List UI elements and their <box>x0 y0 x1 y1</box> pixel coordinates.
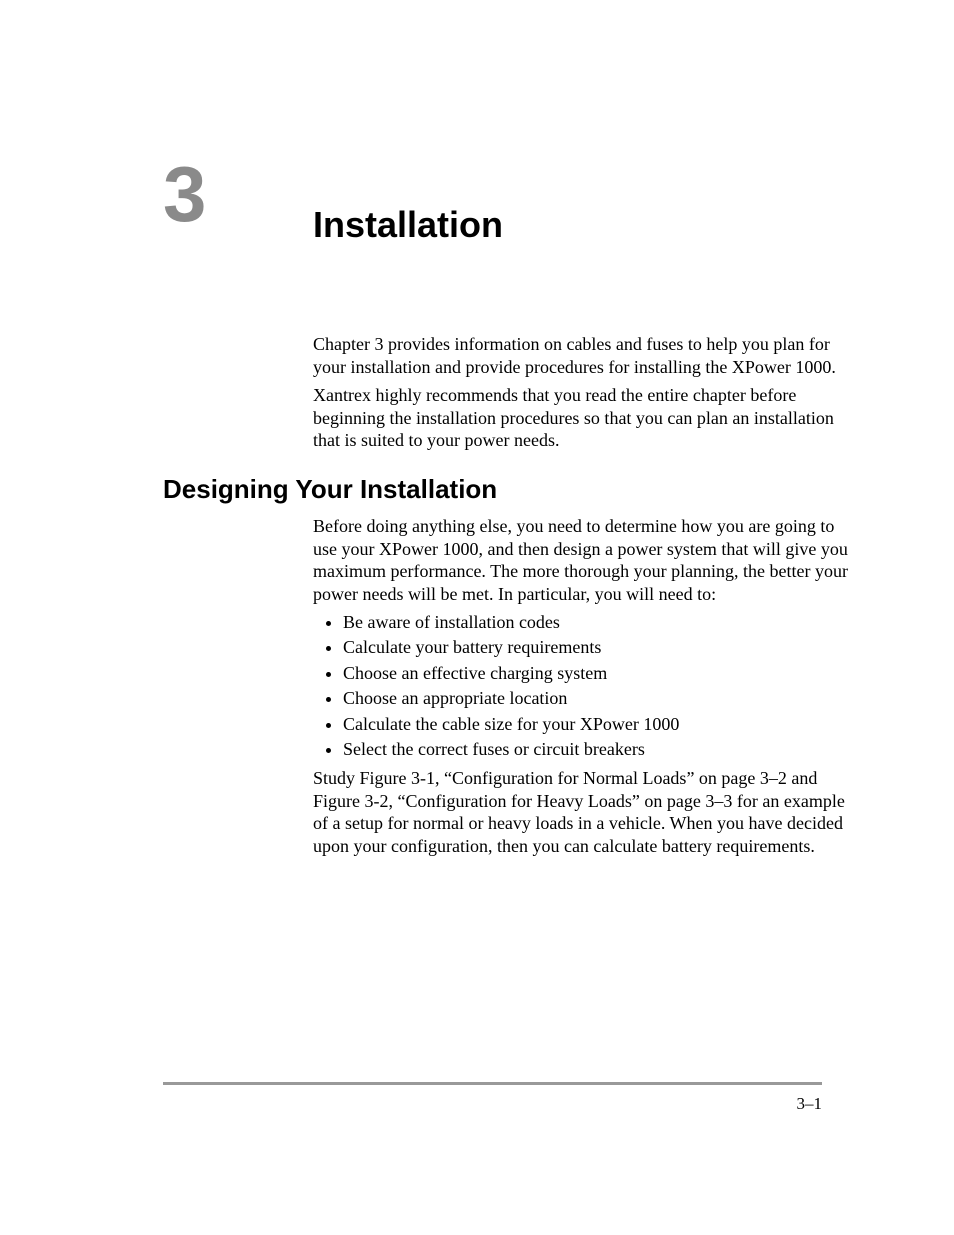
intro-paragraph-1: Chapter 3 provides information on cables… <box>313 333 853 378</box>
section-bullet-list: Be aware of installation codes Calculate… <box>313 611 853 761</box>
chapter-intro: Chapter 3 provides information on cables… <box>313 333 853 458</box>
page: 3 Installation Chapter 3 provides inform… <box>0 0 954 1235</box>
intro-paragraph-2: Xantrex highly recommends that you read … <box>313 384 853 452</box>
list-item: Select the correct fuses or circuit brea… <box>343 738 853 761</box>
page-number: 3–1 <box>797 1094 823 1114</box>
chapter-title: Installation <box>313 204 503 246</box>
chapter-number: 3 <box>163 155 206 233</box>
list-item: Calculate your battery requirements <box>343 636 853 659</box>
section-body: Before doing anything else, you need to … <box>313 515 853 863</box>
list-item: Calculate the cable size for your XPower… <box>343 713 853 736</box>
list-item: Be aware of installation codes <box>343 611 853 634</box>
section-trailing-paragraph: Study Figure 3-1, “Configuration for Nor… <box>313 767 853 857</box>
section-heading-designing: Designing Your Installation <box>163 474 497 505</box>
footer-rule <box>163 1082 822 1085</box>
list-item: Choose an effective charging system <box>343 662 853 685</box>
section-lead-paragraph: Before doing anything else, you need to … <box>313 515 853 605</box>
list-item: Choose an appropriate location <box>343 687 853 710</box>
